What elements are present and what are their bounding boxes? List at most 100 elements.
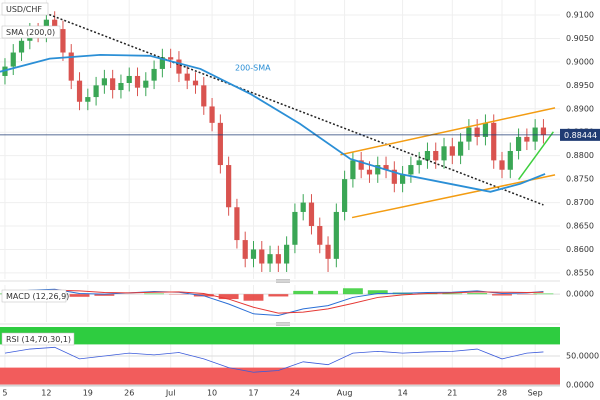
candle-body (308, 202, 315, 227)
x-tick-label: 28 (497, 389, 507, 398)
y-tick-label: 0.8750 (566, 175, 594, 184)
macd-histogram-bar (69, 294, 90, 297)
trend-line (517, 131, 554, 181)
oversold-band (0, 367, 560, 385)
macd-histogram-bar (144, 293, 165, 295)
candle-body (151, 68, 157, 81)
rsi-title: RSI (14,70,30,1) (6, 335, 71, 344)
y-tick-label: 0.8550 (566, 268, 594, 277)
candle-body (159, 57, 165, 69)
symbol-box (1, 2, 49, 16)
candle-body (507, 150, 513, 170)
candle-body (118, 82, 124, 91)
macd-histogram-bar (367, 290, 388, 295)
candle-body (18, 40, 25, 53)
candle-body (524, 136, 530, 142)
macd-histogram-bar (467, 293, 488, 295)
macd-histogram-bar (533, 293, 554, 295)
macd-histogram-bar (94, 294, 115, 296)
overbought-band (0, 327, 560, 345)
candle-body (192, 80, 199, 86)
macd-histogram-bar (218, 294, 239, 300)
macd-histogram-bar (268, 294, 289, 297)
candle-body (482, 122, 489, 137)
legend-entry: SMA (200,0) (6, 28, 55, 37)
candle-body (126, 75, 132, 83)
candle-body (366, 169, 373, 175)
candle-body (176, 59, 182, 74)
candle-body (491, 122, 497, 161)
macd-histogram-bar (342, 288, 363, 295)
candle-body (317, 226, 323, 245)
macd-histogram-bar (318, 290, 338, 295)
y-tick-label: 0.0000 (566, 290, 594, 299)
y-tick-label: 50.0000 (566, 352, 599, 361)
candle-body (184, 73, 190, 81)
y-tick-label: 0.8600 (566, 245, 594, 254)
macd-line (4, 288, 544, 316)
rsi-label-box (1, 332, 75, 346)
candle-body (267, 254, 273, 264)
y-tick-label: 0.8800 (566, 151, 594, 160)
candle-body (250, 249, 257, 259)
x-tick-label: 19 (83, 389, 93, 398)
candle-body (383, 165, 389, 170)
candle-body (391, 169, 397, 184)
x-tick-label: Jul (165, 389, 176, 398)
candle-body (358, 160, 364, 170)
y-tick-label: 0.9100 (566, 11, 594, 20)
candle-body (275, 254, 281, 264)
candle-body (68, 52, 74, 81)
macd-histogram-bar (442, 293, 463, 295)
candle-body (325, 244, 331, 259)
candle-body (342, 179, 348, 212)
x-tick-label: 10 (207, 389, 217, 398)
chart-title: USD/CHF (6, 5, 42, 14)
candle-body (52, 19, 58, 30)
last-price-label: 0.88444 (564, 131, 597, 140)
candle-body (76, 80, 83, 102)
candle-body (515, 136, 522, 151)
candle-body (168, 57, 174, 60)
x-tick-label: Aug (337, 389, 353, 398)
candle-body (242, 240, 248, 259)
y-tick-label: 0.8700 (566, 198, 594, 207)
candle-body (60, 29, 66, 53)
y-tick-label: 0.9050 (566, 34, 594, 43)
price-axis (560, 0, 600, 400)
macd-title: MACD (12,26,9) (6, 292, 69, 301)
candle-body (234, 207, 240, 241)
trend-line (340, 107, 556, 156)
y-tick-label: 0.8650 (566, 222, 594, 231)
candle-body (416, 160, 422, 166)
candle-body (101, 78, 107, 86)
x-tick-label: 24 (290, 389, 300, 398)
sma-line (0, 53, 546, 193)
candle-body (201, 85, 207, 107)
candle-body (93, 85, 99, 98)
trend-line (351, 174, 556, 219)
candle-body (375, 165, 381, 175)
candle-body (292, 211, 298, 245)
candle-body (217, 122, 223, 166)
macd-histogram-bar (492, 294, 512, 296)
legend-box (1, 25, 61, 39)
y-tick-label: 0.9000 (566, 57, 594, 66)
candle-body (10, 52, 16, 67)
candle-body (474, 127, 480, 137)
candle-body (449, 146, 455, 156)
macd-histogram-bar (243, 294, 264, 301)
candle-body (350, 160, 356, 180)
candle-body (209, 106, 215, 123)
macd-line (4, 289, 544, 314)
x-tick-label: 17 (248, 389, 258, 398)
candle-body (300, 202, 306, 212)
x-tick-label: Sep (528, 389, 543, 398)
candle-body (85, 97, 91, 102)
sma-annotation: 200-SMA (235, 64, 271, 73)
macd-histogram-bar (293, 290, 314, 295)
candle-body (441, 146, 447, 161)
candle-body (408, 165, 414, 175)
